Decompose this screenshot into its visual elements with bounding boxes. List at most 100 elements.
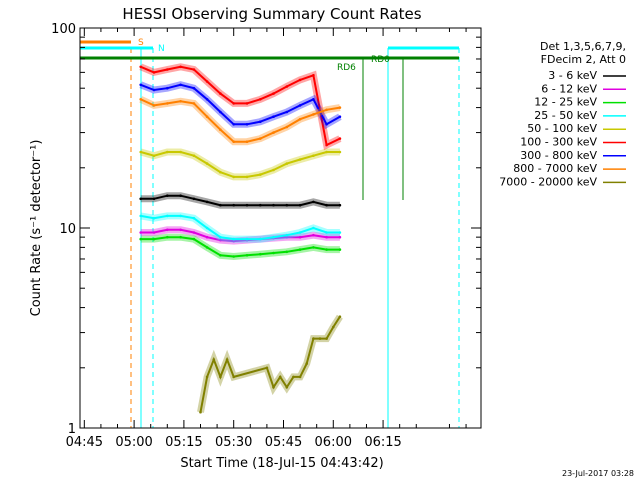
series-group (139, 192, 342, 209)
data-point (152, 154, 156, 157)
data-point (139, 214, 142, 218)
data-point (205, 235, 209, 239)
series-group (139, 233, 342, 261)
data-point (318, 337, 322, 340)
data-point (298, 117, 302, 121)
data-point (205, 375, 209, 379)
data-point (245, 175, 249, 179)
series-line (140, 214, 340, 241)
data-point (285, 162, 289, 165)
x-tick-label: 05:15 (165, 435, 202, 450)
data-point (272, 385, 275, 389)
series-line (140, 83, 341, 126)
data-point (166, 194, 169, 197)
x-tick-label: 05:00 (115, 435, 152, 450)
data-point (152, 197, 156, 201)
y-tick-label: 100 (51, 22, 76, 37)
data-point (192, 197, 196, 201)
data-point (338, 315, 342, 319)
data-point (338, 231, 342, 234)
data-point (179, 194, 182, 197)
data-point (312, 154, 315, 157)
data-point (272, 131, 275, 134)
x-tick-label: 04:45 (66, 435, 103, 450)
x-axis-label: Start Time (18-Jul-15 04:43:42) (180, 456, 383, 471)
data-point (179, 228, 182, 232)
data-point (245, 140, 249, 143)
data-point (212, 358, 216, 361)
data-point (205, 246, 209, 249)
legend-label: 100 - 300 keV (520, 136, 597, 149)
data-point (298, 231, 302, 234)
data-point (285, 233, 289, 237)
data-point (232, 239, 235, 243)
data-point (285, 250, 289, 254)
data-point (312, 74, 315, 77)
data-point (225, 358, 229, 361)
data-point (245, 254, 249, 257)
series-line (140, 98, 341, 143)
series-line (140, 228, 340, 243)
data-point (219, 238, 222, 242)
data-point (285, 235, 289, 239)
annotation-night: N (158, 44, 165, 54)
data-point (179, 214, 182, 218)
series-layer (139, 63, 343, 414)
data-point (245, 102, 249, 105)
legend-label: 12 - 25 keV (534, 96, 597, 109)
x-tick-label: 05:30 (215, 435, 252, 450)
data-point (179, 83, 182, 87)
data-point (298, 104, 302, 107)
data-point (305, 362, 309, 365)
data-point (205, 115, 209, 118)
data-point (219, 92, 222, 95)
data-point (325, 143, 328, 147)
data-point (219, 110, 222, 114)
data-point (245, 203, 249, 207)
data-point (265, 366, 269, 370)
data-point (259, 137, 262, 140)
data-point (179, 150, 182, 154)
data-point (166, 150, 169, 154)
legend-label: 6 - 12 keV (541, 82, 597, 95)
data-point (232, 102, 235, 105)
series-group (139, 226, 342, 245)
data-point (272, 203, 275, 207)
data-point (219, 254, 222, 257)
data-point (312, 200, 315, 204)
data-point (325, 231, 328, 234)
data-point (338, 248, 342, 251)
y-tick-label: 1 (68, 422, 76, 437)
data-point (298, 78, 302, 82)
data-point (285, 385, 289, 389)
series-group (139, 81, 342, 130)
data-point (232, 375, 235, 379)
data-point (232, 140, 235, 143)
data-point (312, 226, 315, 230)
legend-header: Det 1,3,5,6,7,9, (540, 40, 626, 53)
data-point (285, 85, 289, 88)
data-point (298, 235, 302, 239)
data-point (285, 125, 289, 129)
data-point (152, 88, 156, 92)
data-point (139, 98, 142, 101)
annotation-rd0: RD0 (371, 55, 390, 65)
data-point (298, 158, 302, 161)
data-point (325, 123, 328, 126)
legend: Det 1,3,5,6,7,9,FDecim 2, Att 0 3 - 6 keV… (499, 40, 626, 188)
data-point (192, 68, 196, 71)
data-point (179, 235, 182, 239)
data-point (338, 115, 342, 118)
data-point (312, 113, 315, 116)
legend-label: 800 - 7000 keV (513, 162, 597, 175)
data-point (166, 86, 169, 90)
data-point (192, 216, 196, 220)
data-point (166, 228, 169, 232)
series-group (139, 63, 342, 151)
legend-label: 25 - 50 keV (534, 109, 597, 122)
data-point (139, 197, 142, 201)
data-point (199, 410, 202, 414)
series-band (197, 314, 343, 413)
data-point (325, 235, 328, 239)
data-point (325, 337, 328, 340)
